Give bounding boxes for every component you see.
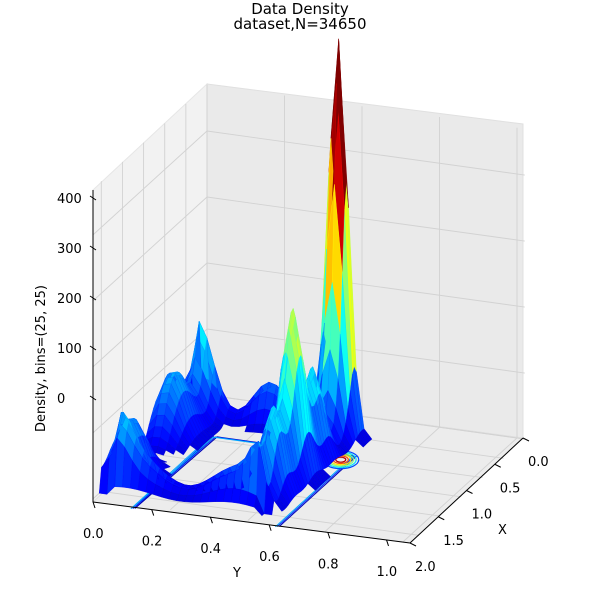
y-tick-label: 0.0 xyxy=(83,527,104,542)
x-tick xyxy=(522,437,530,442)
grid-line xyxy=(206,196,525,242)
y-tick-label: 0.8 xyxy=(318,557,339,572)
x-tick-label: 0.5 xyxy=(500,481,521,496)
z-tick-label: 400 xyxy=(57,192,82,207)
x-tick-label: 1.5 xyxy=(443,534,464,549)
chart-title: Data Density xyxy=(251,0,349,18)
y-axis-line xyxy=(92,501,411,544)
x-tick-label: 1.0 xyxy=(472,508,493,523)
y-tick-label: 0.2 xyxy=(142,535,163,550)
z-axis-label: Density, bins=(25, 25) xyxy=(34,285,49,432)
y-tick xyxy=(92,501,96,509)
grid-line xyxy=(92,130,208,236)
x-tick xyxy=(409,542,417,547)
axes: 0.0 0.2 0.4 0.6 0.8 1.0 0.0 0.5 1.0 1.5 2.0 0 100 200… xyxy=(57,190,549,580)
grid-line xyxy=(206,262,525,308)
x-tick xyxy=(494,463,501,468)
y-tick xyxy=(268,524,272,531)
grid-line xyxy=(325,426,440,532)
contour-line xyxy=(335,456,347,463)
z-tick-label: 200 xyxy=(57,292,82,307)
z-tick-label: 100 xyxy=(57,342,82,357)
y-tick xyxy=(151,509,155,516)
x-tick-label: 2.0 xyxy=(415,560,436,575)
density-surface xyxy=(98,38,373,517)
grid-line xyxy=(92,262,208,368)
z-tick-label: 300 xyxy=(57,242,82,257)
x-tick-label: 0.0 xyxy=(528,455,549,470)
side-wall-panel xyxy=(206,83,524,439)
y-tick xyxy=(386,539,389,547)
surface-facet xyxy=(244,423,255,433)
grid-line xyxy=(206,130,525,176)
y-tick-label: 1.0 xyxy=(377,565,398,580)
x-axis-line xyxy=(409,437,524,544)
y-tick xyxy=(209,517,213,524)
z-tick-label: 0 xyxy=(57,392,65,407)
y-axis-label: Y xyxy=(232,566,241,581)
x-axis-label: X xyxy=(498,523,507,538)
y-tick-label: 0.6 xyxy=(259,550,280,565)
surface-facet xyxy=(98,456,110,495)
grid-line xyxy=(92,328,208,434)
x-tick xyxy=(438,516,445,521)
chart-subtitle: dataset,N=34650 xyxy=(233,15,367,33)
y-tick-label: 0.4 xyxy=(200,542,221,557)
x-tick xyxy=(466,490,473,494)
y-tick xyxy=(327,532,331,539)
grid-line xyxy=(92,196,208,302)
grid-line xyxy=(402,437,518,543)
grid-line xyxy=(206,328,525,374)
